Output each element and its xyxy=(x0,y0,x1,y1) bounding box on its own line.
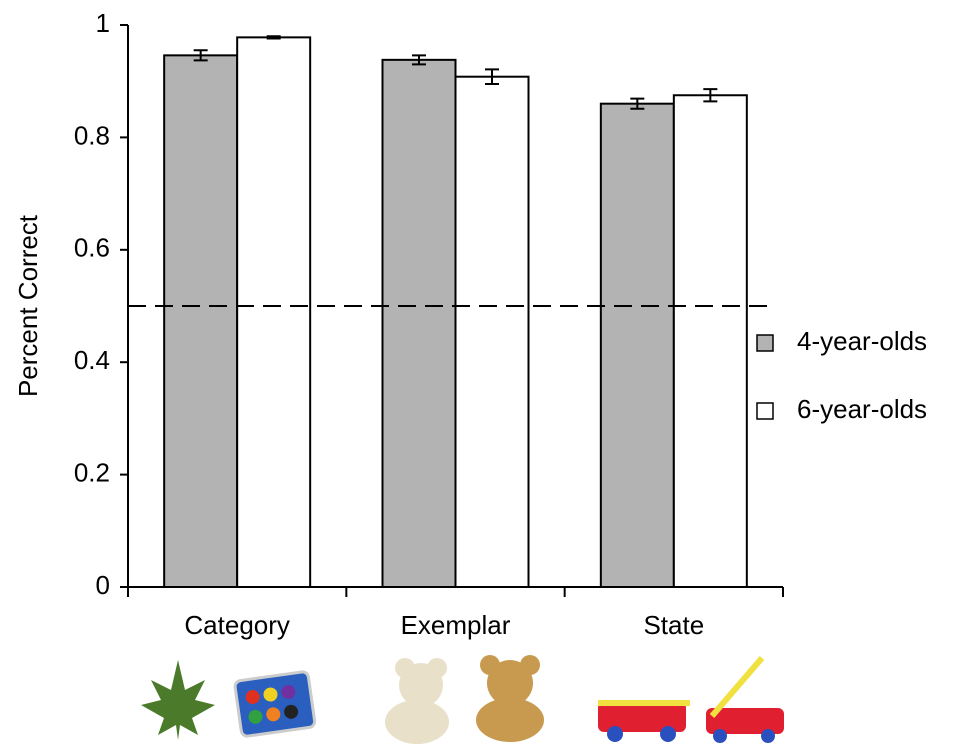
bar xyxy=(236,36,312,588)
leaf-icon xyxy=(141,660,215,740)
bear-icon xyxy=(385,658,449,744)
y-tick-label: 0.2 xyxy=(74,457,110,487)
error-bar xyxy=(703,88,718,103)
bar xyxy=(454,75,530,588)
truck-icon xyxy=(598,700,690,742)
legend-swatch xyxy=(756,334,774,352)
error-bar xyxy=(485,68,499,86)
error-bar xyxy=(412,54,426,66)
x-tick-label: Category xyxy=(184,610,290,640)
x-tick-label: State xyxy=(643,610,704,640)
y-axis-label: Percent Correct xyxy=(13,214,43,397)
icons xyxy=(141,655,784,744)
bar xyxy=(672,94,748,588)
x-tick-label: Exemplar xyxy=(401,610,511,640)
y-tick-label: 1 xyxy=(96,8,110,38)
bear-icon xyxy=(476,655,544,742)
y-tick-label: 0.8 xyxy=(74,120,110,150)
bar xyxy=(381,58,457,589)
error-bar xyxy=(630,97,645,110)
bar xyxy=(599,102,675,589)
legend-label: 6-year-olds xyxy=(797,394,927,424)
y-tick-label: 0 xyxy=(96,570,110,600)
y-tick-label: 0.6 xyxy=(74,233,110,263)
bar xyxy=(163,54,239,588)
error-bar xyxy=(266,35,281,40)
palette-icon xyxy=(233,670,317,738)
error-bar xyxy=(193,49,208,62)
y-tick-label: 0.4 xyxy=(74,345,110,375)
legend-swatch xyxy=(756,402,774,420)
truck-icon xyxy=(706,656,784,743)
legend-label: 4-year-olds xyxy=(797,326,927,356)
